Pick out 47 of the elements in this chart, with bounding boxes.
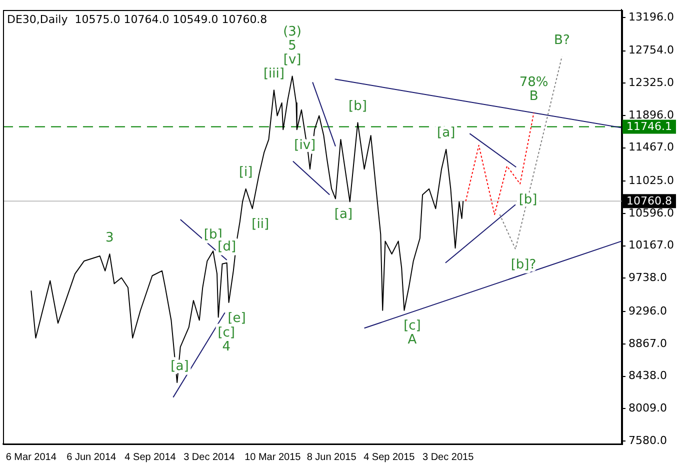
annotation: [a] — [334, 207, 353, 222]
y-tick-label: 12325.0 — [628, 76, 674, 89]
y-tick-label: 11025.0 — [628, 174, 674, 188]
y-tick-label: 13196.0 — [628, 10, 674, 24]
annotation: [v] — [283, 52, 302, 68]
annotation: [b] — [518, 192, 538, 208]
annotation: [ii] — [252, 217, 270, 232]
x-tick-label: 3 Dec 2015 — [422, 452, 474, 463]
ref-line-label: 11746.1 — [626, 120, 672, 134]
y-tick-label: 9738.0 — [628, 271, 668, 284]
annotation: A — [408, 332, 417, 348]
annotation: [d] — [218, 239, 236, 254]
annotation: [a] — [437, 126, 456, 141]
y-tick-label: 10596.0 — [628, 206, 674, 220]
x-tick-label: 8 Jun 2015 — [306, 452, 357, 463]
annotation: B — [529, 89, 538, 104]
x-tick-label: 6 Jun 2014 — [66, 452, 117, 463]
annotation: (3) — [283, 24, 302, 40]
annotation: [iii] — [263, 66, 284, 82]
x-tick-label: 3 Dec 2014 — [184, 452, 236, 463]
annotation: [b]? — [510, 258, 536, 272]
chart-title: DE30,Daily 10575.0 10764.0 10549.0 10760.8 — [7, 12, 268, 26]
y-tick-label: 7580.0 — [628, 434, 668, 447]
x-tick-label: 10 Mar 2015 — [244, 452, 302, 463]
x-tick-label: 4 Sep 2015 — [364, 452, 416, 463]
annotation: B? — [554, 32, 570, 48]
x-tick-label: 6 Mar 2014 — [6, 452, 57, 463]
annotation: 4 — [222, 340, 230, 355]
ref-line-label: 10760.8 — [626, 194, 672, 208]
annotation: [i] — [238, 165, 253, 180]
y-tick-label: 8438.0 — [628, 369, 668, 382]
y-tick-label: 11896.0 — [628, 108, 674, 122]
y-tick-label: 11467.0 — [628, 140, 674, 154]
y-tick-label: 12754.0 — [628, 44, 674, 57]
annotation: [e] — [228, 310, 246, 326]
y-tick-label: 9296.0 — [628, 304, 668, 318]
y-tick-label: 8009.0 — [628, 401, 668, 414]
y-tick-label: 10167.0 — [628, 238, 674, 252]
annotation: 5 — [288, 38, 296, 54]
annotation: [b] — [348, 99, 367, 114]
annotation: 78% — [519, 75, 548, 90]
x-tick-label: 4 Sep 2014 — [124, 452, 176, 463]
annotation: 3 — [106, 230, 114, 246]
line-series — [465, 112, 534, 216]
annotation: [c] — [218, 326, 235, 341]
annotation: [c] — [404, 318, 421, 334]
y-tick-label: 8867.0 — [628, 336, 668, 350]
